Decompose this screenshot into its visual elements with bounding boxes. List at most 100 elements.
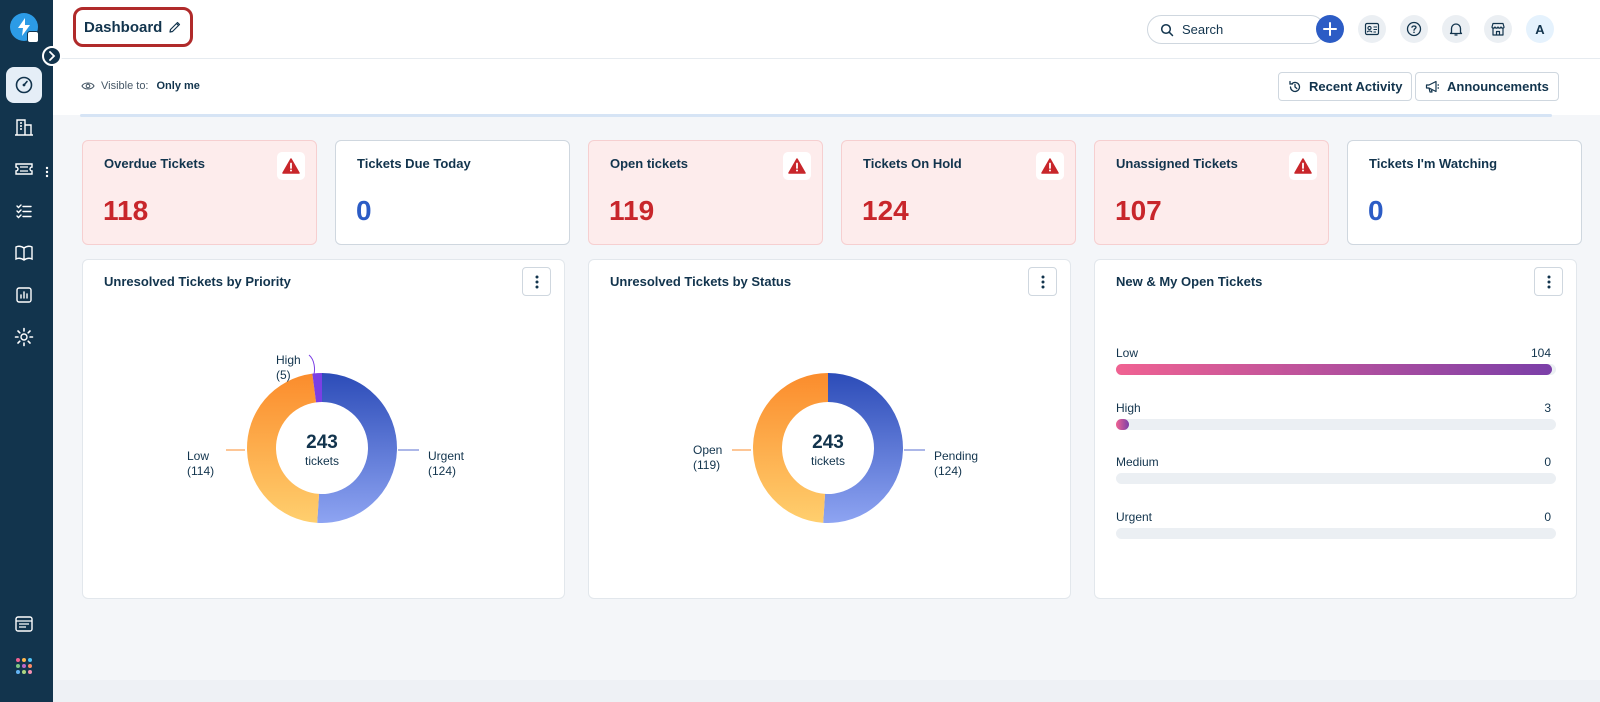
sidebar-expand-button[interactable] — [42, 46, 62, 66]
more-options-icon[interactable] — [45, 165, 49, 183]
gauge-icon — [15, 76, 33, 94]
bar-fill — [1116, 364, 1552, 375]
widget-menu-button[interactable] — [1534, 267, 1563, 296]
eye-icon — [81, 82, 95, 90]
value-high: (5) — [276, 368, 291, 382]
announcements-button[interactable]: Announcements — [1415, 72, 1559, 101]
stat-card[interactable]: Unassigned Tickets 107 — [1094, 140, 1329, 245]
stat-card-label: Overdue Tickets — [104, 156, 205, 171]
bar-track — [1116, 419, 1556, 430]
checklist-icon — [16, 204, 32, 219]
logo-badge-icon — [27, 31, 39, 43]
app-logo[interactable] — [10, 13, 38, 41]
stat-card-label: Tickets On Hold — [863, 156, 962, 171]
sidebar-item-tickets[interactable] — [6, 151, 42, 187]
stat-card-label: Tickets Due Today — [357, 156, 471, 171]
value-open: (119) — [693, 458, 720, 472]
contacts-button[interactable] — [1358, 15, 1386, 43]
help-icon — [1406, 21, 1422, 37]
visible-to-value: Only me — [156, 80, 200, 92]
warning-icon — [1036, 152, 1064, 180]
recent-activity-label: Recent Activity — [1309, 79, 1403, 94]
label-low: Low — [187, 449, 209, 463]
ticket-icon — [15, 163, 33, 175]
sidebar-item-analytics[interactable] — [6, 277, 42, 313]
kebab-icon — [1041, 275, 1044, 288]
sidebar-item-apps[interactable] — [6, 648, 42, 684]
bar-row[interactable]: Low 104 — [1116, 346, 1556, 375]
sidebar-item-tasks[interactable] — [6, 193, 42, 229]
warning-icon — [783, 152, 811, 180]
stat-card[interactable]: Overdue Tickets 118 — [82, 140, 317, 245]
apps-grid-icon — [16, 658, 32, 674]
new-item-button[interactable] — [1316, 15, 1344, 43]
sidebar-item-admin[interactable] — [6, 319, 42, 355]
stat-card[interactable]: Tickets I'm Watching 0 — [1347, 140, 1582, 245]
donut-slice-high[interactable] — [312, 373, 322, 403]
window-icon — [15, 616, 33, 632]
bar-count: 104 — [1530, 346, 1551, 360]
donut-total-label: tickets — [305, 454, 339, 468]
donut-slice-pending[interactable] — [823, 373, 903, 523]
status-donut-chart: 243 tickets Open (119) Pending (124) — [693, 373, 978, 523]
widget-menu-button[interactable] — [1028, 267, 1057, 296]
stat-card[interactable]: Open tickets 119 — [588, 140, 823, 245]
megaphone-icon — [1425, 80, 1439, 93]
donut-slice-open[interactable] — [753, 373, 828, 523]
search-icon — [1160, 23, 1174, 36]
donut-slice-urgent[interactable] — [317, 373, 397, 523]
notifications-button[interactable] — [1442, 15, 1470, 43]
recent-activity-button[interactable]: Recent Activity — [1278, 72, 1413, 101]
stat-card-value: 118 — [103, 195, 149, 226]
pencil-icon[interactable] — [168, 20, 182, 34]
stat-card-label: Tickets I'm Watching — [1369, 156, 1498, 171]
widget-title: Unresolved Tickets by Status — [610, 274, 792, 289]
high-leader-line — [308, 354, 315, 375]
search-box[interactable] — [1147, 15, 1325, 44]
store-icon — [1491, 22, 1505, 36]
bar-track — [1116, 473, 1556, 484]
page-bottom — [53, 680, 1600, 702]
lightning-icon — [18, 18, 30, 36]
donut-slice-low[interactable] — [247, 373, 320, 523]
stat-card[interactable]: Tickets On Hold 124 — [841, 140, 1076, 245]
priority-donut-chart: 243 tickets High (5) Low (114) Urgent (1… — [187, 353, 465, 523]
label-open: Open — [693, 443, 722, 457]
visible-to-label: Visible to: — [101, 80, 149, 92]
dashboard-title-highlight[interactable]: Dashboard — [73, 7, 194, 47]
widget-menu-button[interactable] — [522, 267, 551, 296]
bar-label: Low — [1116, 346, 1139, 360]
stat-card[interactable]: Tickets Due Today 0 — [335, 140, 570, 245]
sidebar-item-solutions[interactable] — [6, 235, 42, 271]
donut-total: 243 — [306, 432, 338, 453]
avatar[interactable]: A — [1526, 15, 1554, 43]
sidebar-item-companies[interactable] — [6, 109, 42, 145]
marketplace-button[interactable] — [1484, 15, 1512, 43]
bar-label: High — [1116, 401, 1141, 415]
widget-title: New & My Open Tickets — [1116, 274, 1263, 289]
bar-count: 0 — [1544, 455, 1551, 469]
donut-total-label: tickets — [811, 454, 845, 468]
widget-title: Unresolved Tickets by Priority — [104, 274, 291, 289]
help-button[interactable] — [1400, 15, 1428, 43]
stat-card-value: 0 — [1368, 195, 1384, 226]
chevron-right-icon — [49, 51, 56, 61]
stat-card-value: 0 — [356, 195, 372, 226]
dashboard-subheader: Visible to: Only me Recent Activity Anno… — [53, 59, 1600, 115]
bar-row[interactable]: Urgent 0 — [1116, 510, 1556, 539]
widget-new-open: New & My Open Tickets Low 104 High 3 Medium 0… — [1094, 259, 1577, 599]
stat-card-value: 124 — [862, 195, 909, 226]
value-urgent: (124) — [428, 464, 456, 478]
kebab-icon — [535, 275, 538, 288]
bar-row[interactable]: Medium 0 — [1116, 455, 1556, 484]
plus-icon — [1323, 22, 1337, 36]
warning-icon — [1289, 152, 1317, 180]
bar-track — [1116, 528, 1556, 539]
sidebar-item-portal[interactable] — [6, 606, 42, 642]
bar-label: Urgent — [1116, 510, 1153, 524]
widget-status: Unresolved Tickets by Status 243 tickets… — [588, 259, 1071, 599]
search-input[interactable] — [1182, 22, 1312, 37]
sidebar-item-dashboard[interactable] — [6, 67, 42, 103]
bar-row[interactable]: High 3 — [1116, 401, 1556, 430]
stat-card-label: Unassigned Tickets — [1116, 156, 1238, 171]
